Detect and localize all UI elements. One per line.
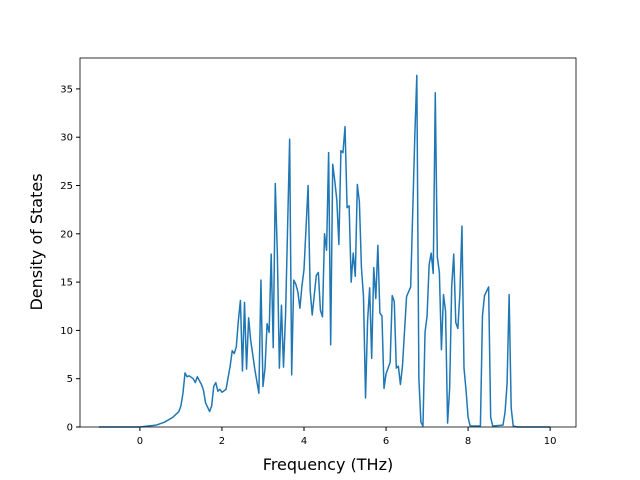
x-tick-label: 2 bbox=[219, 436, 225, 447]
y-tick-label: 5 bbox=[67, 374, 73, 385]
x-tick-label: 8 bbox=[465, 436, 471, 447]
axes-frame bbox=[79, 57, 577, 428]
x-tick-label: 4 bbox=[301, 436, 307, 447]
y-tick-label: 15 bbox=[60, 278, 73, 289]
y-tick-label: 10 bbox=[60, 326, 73, 337]
y-tick-label: 25 bbox=[60, 181, 73, 192]
y-tick-label: 0 bbox=[67, 423, 73, 434]
y-tick-label: 35 bbox=[60, 84, 73, 95]
line bbox=[98, 74, 551, 428]
x-tick-label: 10 bbox=[544, 436, 557, 447]
y-tick-label: 20 bbox=[60, 229, 73, 240]
x-axis-label: Frequency (THz) bbox=[263, 455, 393, 474]
x-tick-label: 6 bbox=[383, 436, 389, 447]
y-tick-label: 30 bbox=[60, 133, 73, 144]
x-tick-label: 0 bbox=[137, 436, 143, 447]
y-axis-label: Density of States bbox=[27, 173, 46, 310]
